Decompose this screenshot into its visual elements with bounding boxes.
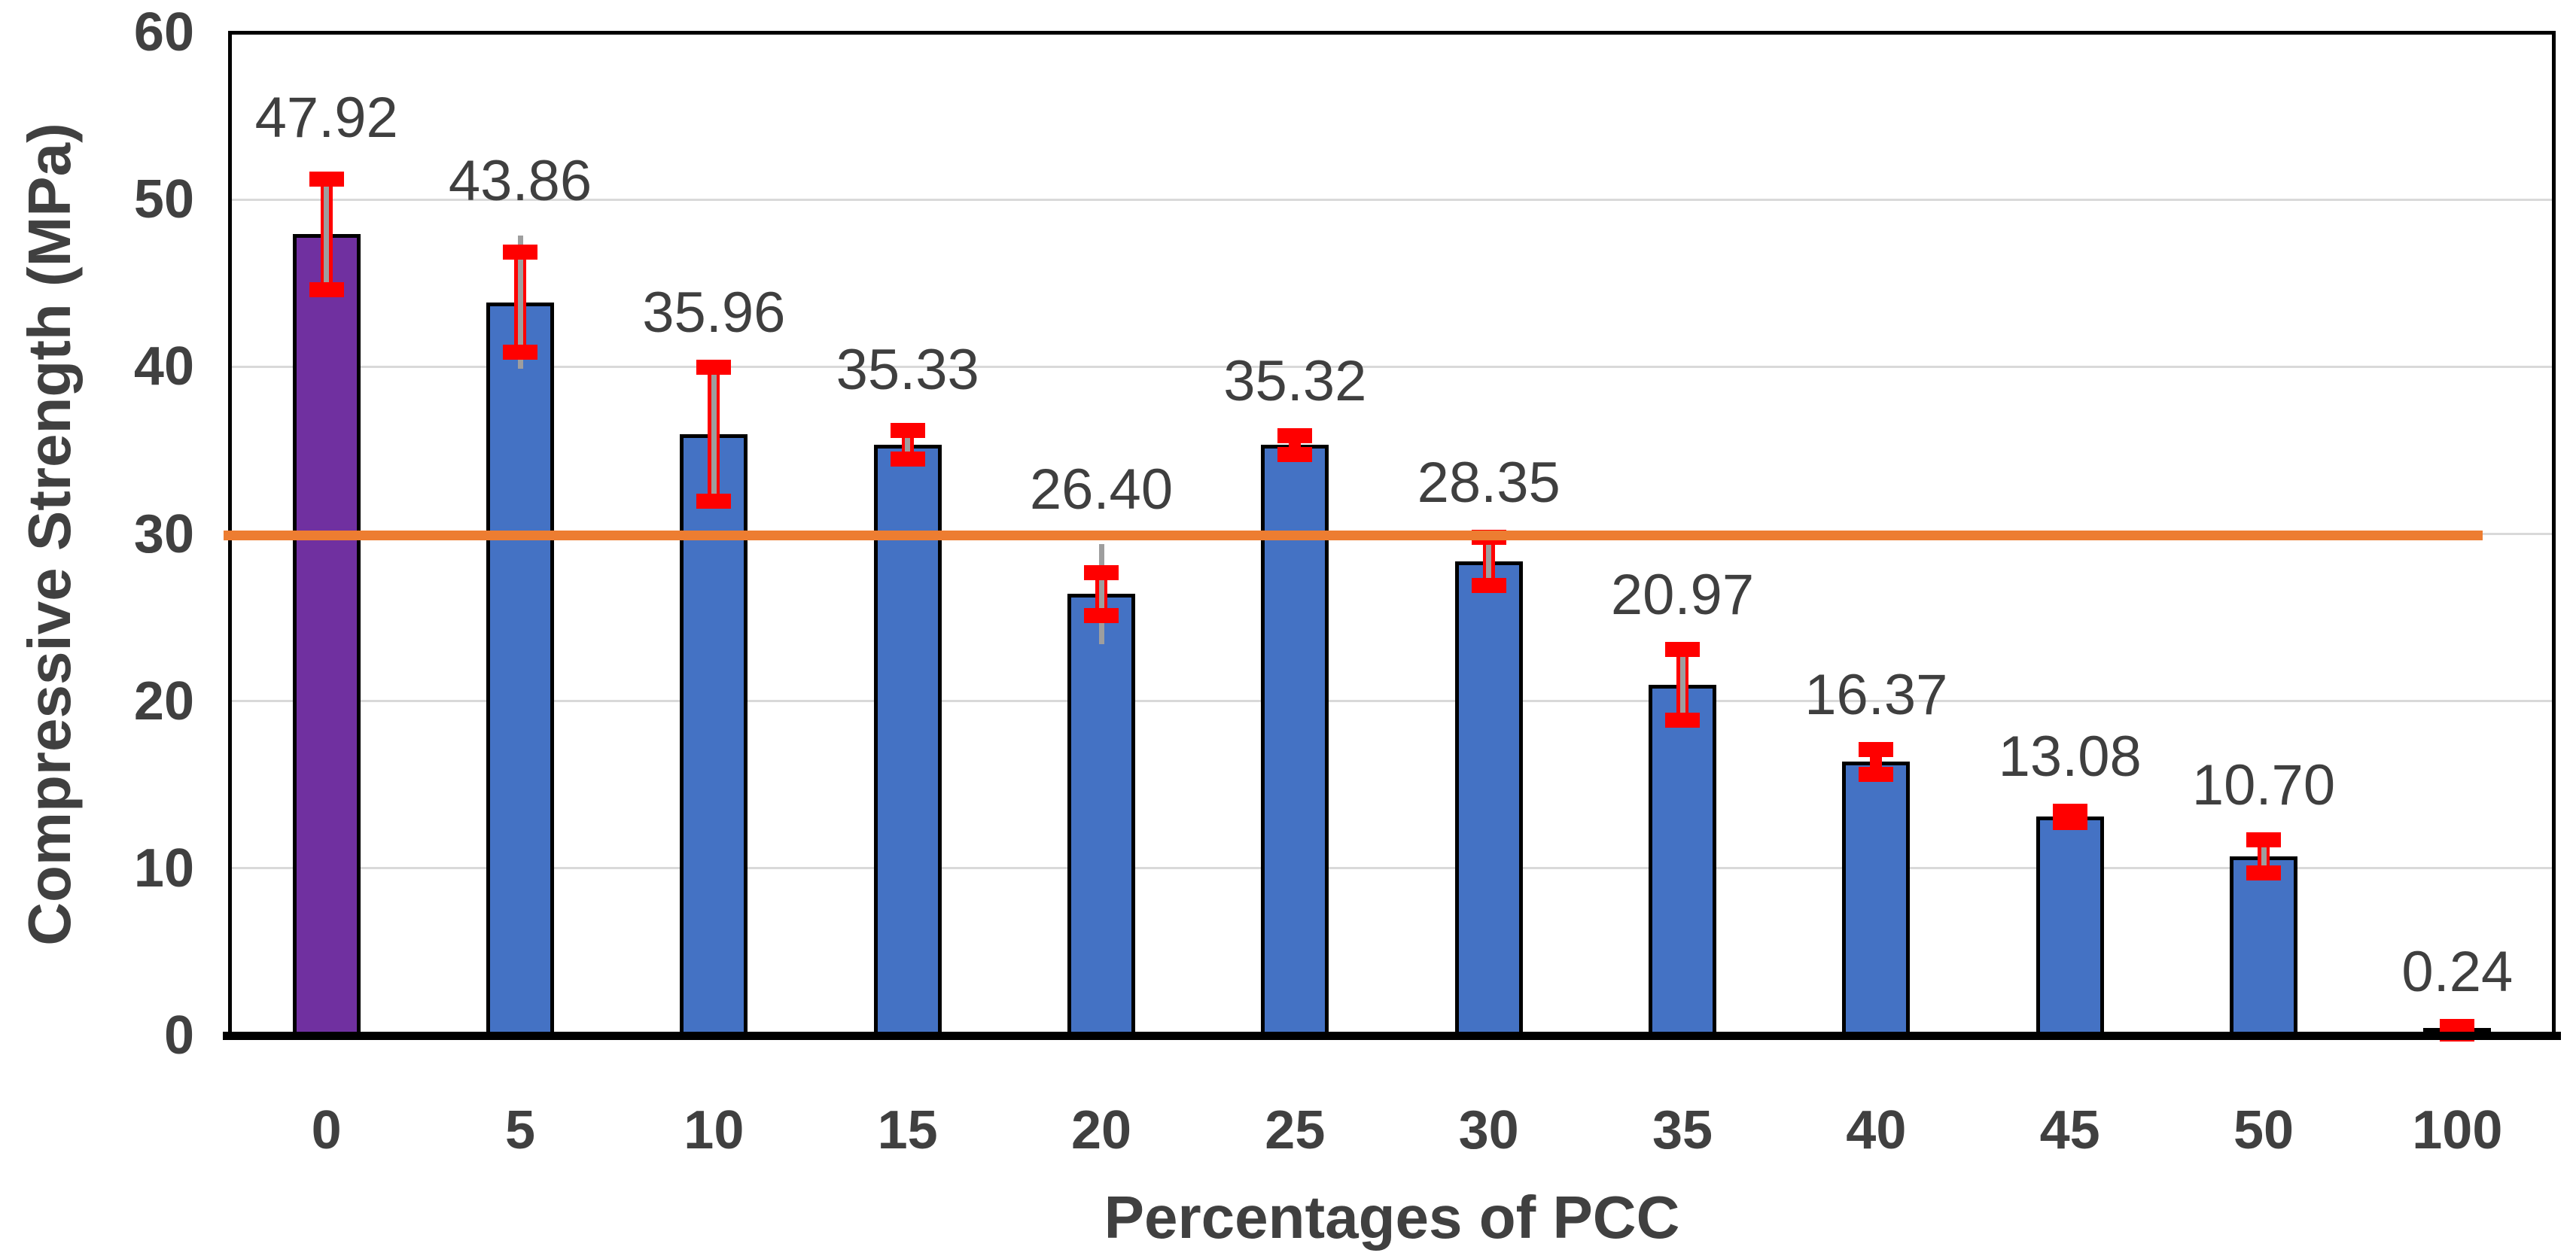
error-cap-bottom-0 [309,281,344,297]
whisker-35 [1679,649,1685,720]
data-label-20: 26.40 [1029,457,1174,522]
error-cap-top-25 [1277,428,1313,444]
data-label-35: 20.97 [1610,563,1755,628]
gridline-40 [230,365,2554,368]
y-tick-20: 20 [133,671,194,731]
error-cap-bottom-5 [503,345,537,360]
bar-5 [486,302,554,1039]
data-label-100: 0.24 [2401,940,2514,1004]
gridline-10 [230,867,2554,870]
data-label-10: 35.96 [642,281,786,345]
error-cap-top-35 [1665,642,1700,658]
whisker-20 [1098,543,1104,645]
x-tick-15: 15 [877,1100,938,1160]
data-label-25: 35.32 [1223,349,1367,414]
error-cap-bottom-50 [2246,865,2281,881]
error-cap-bottom-40 [1859,766,1894,782]
error-cap-top-15 [890,423,925,439]
error-cap-bottom-20 [1084,608,1119,624]
reference-line [224,531,2483,541]
gridline-50 [230,198,2554,201]
gridline-20 [230,700,2554,703]
data-label-30: 28.35 [1417,450,1561,515]
error-cap-bottom-15 [890,451,925,467]
data-label-5: 43.86 [448,148,592,213]
y-tick-0: 0 [163,1005,194,1066]
y-tick-50: 50 [133,169,194,230]
x-tick-25: 25 [1265,1100,1326,1160]
bar-0 [292,234,361,1039]
error-cap-bottom-30 [1471,578,1506,594]
bar-20 [1067,594,1135,1039]
whisker-5 [517,235,523,369]
whisker-10 [711,367,717,501]
x-tick-45: 45 [2039,1100,2100,1160]
whisker-15 [905,424,911,465]
error-cap-bottom-10 [696,493,732,509]
data-label-50: 10.70 [2191,753,2336,818]
whisker-50 [2261,840,2267,874]
y-tick-60: 60 [133,2,194,62]
x-axis-line [223,1032,2561,1040]
bar-35 [1649,685,1716,1039]
y-tick-40: 40 [133,336,194,397]
x-tick-30: 30 [1458,1100,1519,1160]
error-cap-top-10 [696,360,732,376]
whisker-30 [1486,537,1492,586]
whisker-0 [324,172,330,297]
error-cap-top-5 [503,244,537,260]
y-tick-30: 30 [133,503,194,564]
y-tick-10: 10 [133,838,194,899]
error-cap-top-50 [2246,832,2281,848]
x-tick-20: 20 [1070,1100,1132,1160]
error-cap-top-0 [309,172,344,187]
error-cap-bottom-45 [2052,815,2087,831]
error-cap-bottom-25 [1277,446,1313,462]
x-tick-40: 40 [1846,1100,1907,1160]
data-label-0: 47.92 [254,86,398,151]
bar-25 [1261,445,1329,1039]
x-tick-5: 5 [504,1100,536,1160]
data-label-45: 13.08 [1998,724,2142,789]
error-cap-top-20 [1084,564,1119,580]
error-cap-bottom-35 [1665,712,1700,728]
x-tick-10: 10 [684,1100,744,1160]
x-tick-100: 100 [2412,1100,2503,1160]
data-label-15: 35.33 [836,338,979,403]
x-axis-title: Percentages of PCC [1104,1184,1680,1251]
x-tick-0: 0 [311,1100,342,1160]
x-tick-50: 50 [2233,1100,2294,1160]
error-cap-top-45 [2052,803,2087,819]
x-tick-35: 35 [1652,1100,1713,1160]
bar-30 [1454,561,1523,1039]
data-label-40: 16.37 [1804,662,1948,727]
error-cap-top-40 [1859,741,1894,757]
